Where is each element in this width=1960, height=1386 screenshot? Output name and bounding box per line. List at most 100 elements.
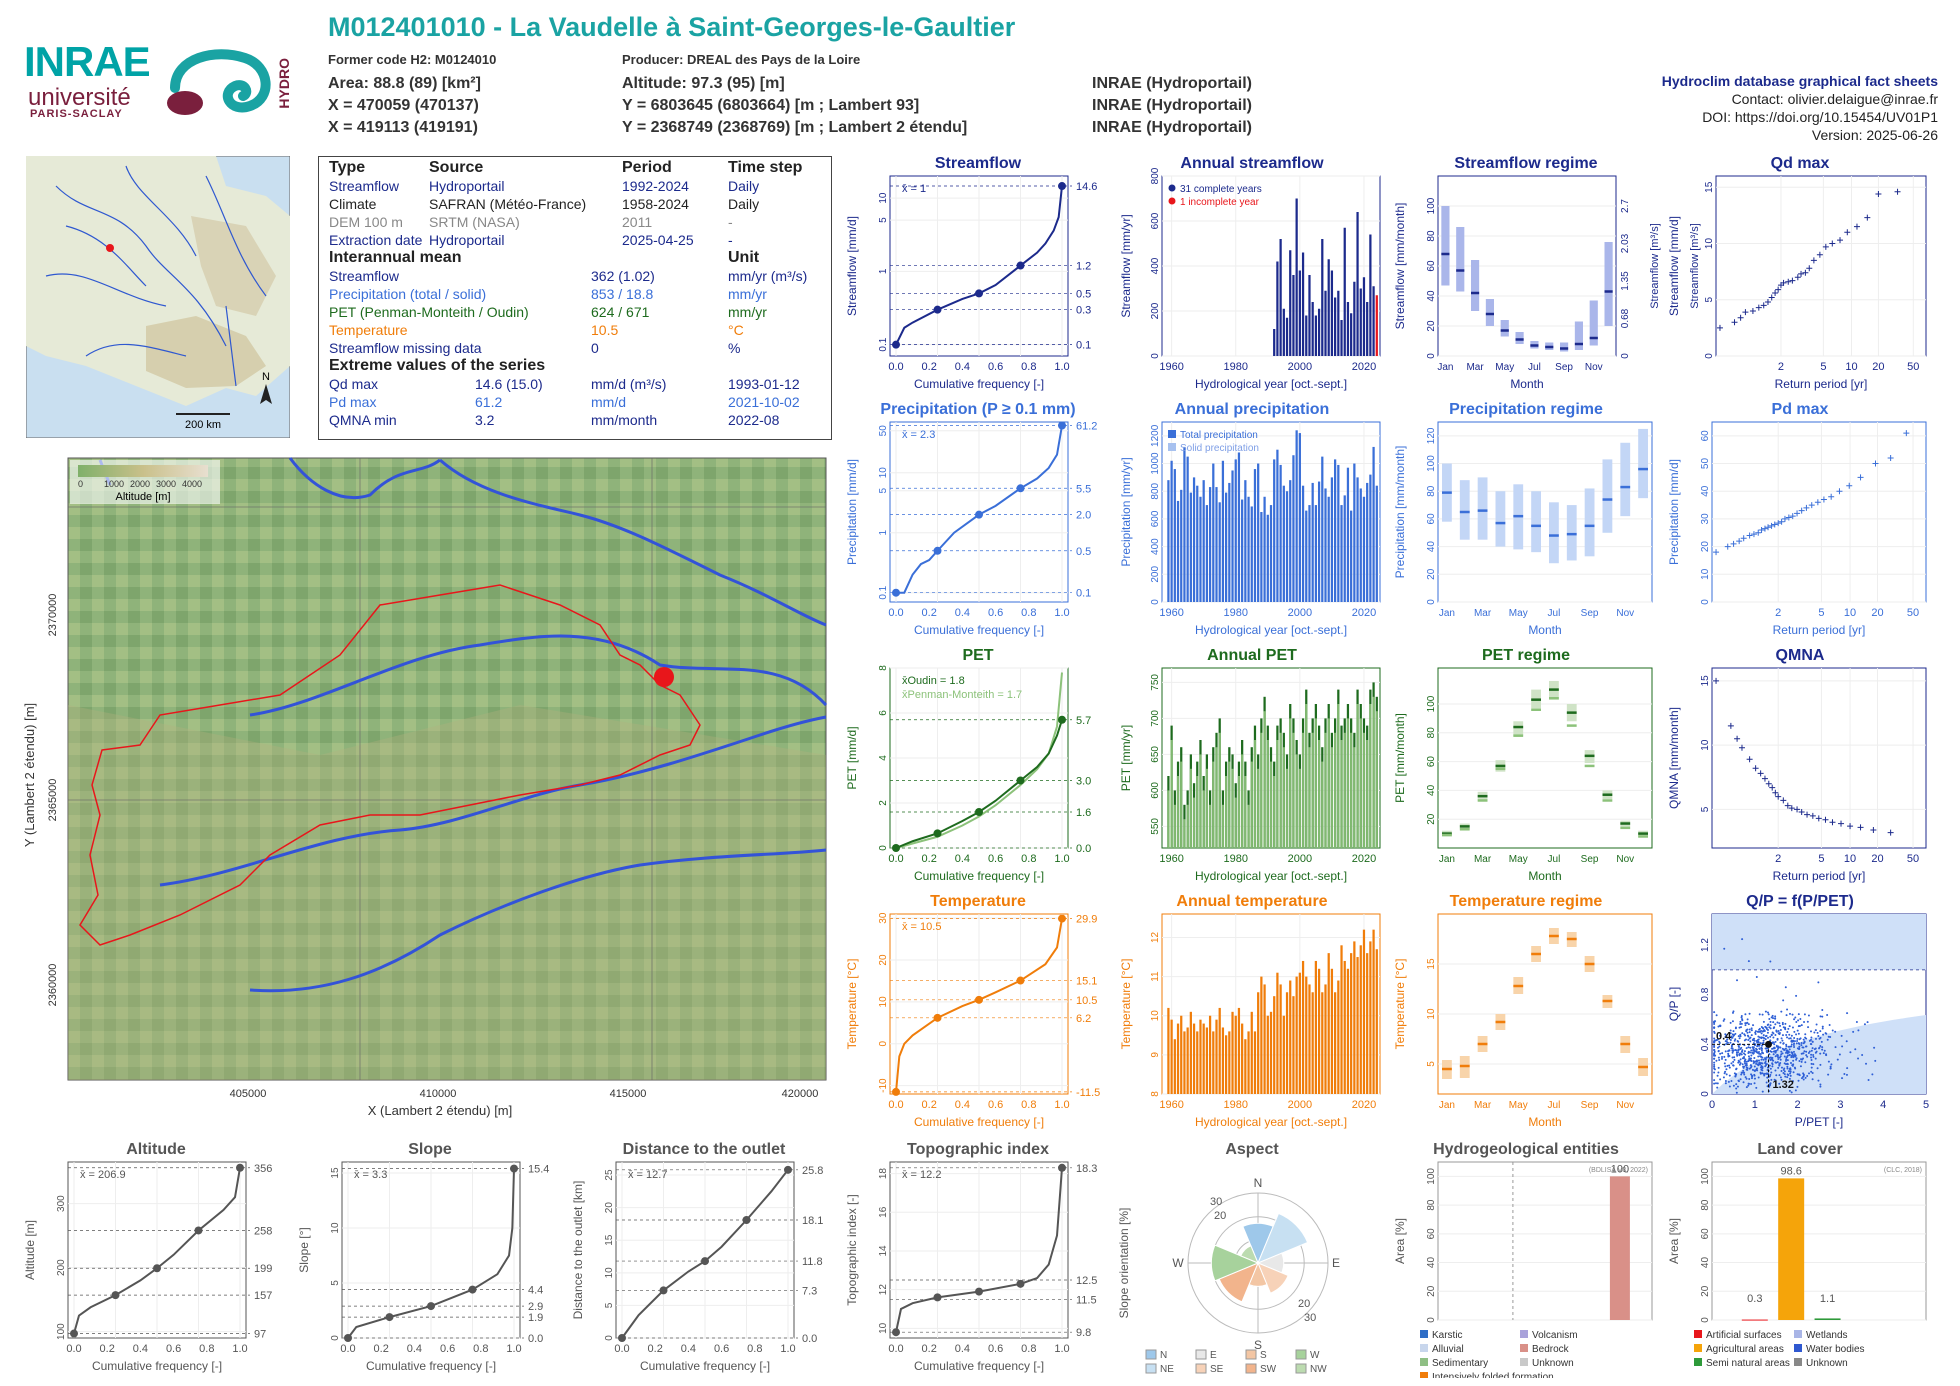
box: [1604, 242, 1613, 326]
source-label: (BDLISA V3, 2022): [1589, 1167, 1648, 1174]
bar: [1333, 297, 1337, 356]
y-tick-label: 12: [878, 1284, 889, 1296]
chart-title: QMNA: [1776, 647, 1825, 664]
scatter-dot: [1725, 1043, 1728, 1046]
scatter-dot: [1727, 1080, 1730, 1083]
x-tick-label: Jul: [1528, 362, 1541, 373]
cell: Hydroportail: [429, 232, 505, 248]
scatter-dot: [1776, 1021, 1779, 1024]
scatter-dot: [1789, 1068, 1792, 1071]
bar-2: [1295, 754, 1298, 848]
scatter-dot: [1774, 1015, 1777, 1018]
scatter-dot: [1778, 1082, 1781, 1085]
x-tick-label: 2000: [1288, 1099, 1312, 1111]
y-tick-label: 0: [604, 1335, 615, 1341]
x-tick-label: 0.0: [888, 1343, 903, 1355]
data-point: [1828, 493, 1835, 500]
bar-2: [1228, 761, 1231, 848]
bar: [1741, 1319, 1768, 1321]
legend-label: Artificial surfaces: [1706, 1330, 1782, 1341]
scatter-dot: [1803, 1040, 1806, 1043]
bar: [1228, 482, 1231, 602]
doi[interactable]: DOI: https://doi.org/10.15454/UV01P1: [1702, 109, 1938, 125]
scatter-dot: [1765, 1063, 1768, 1066]
data-point: [1803, 504, 1810, 511]
bar: [1369, 234, 1372, 356]
scatter-dot: [1717, 1071, 1720, 1074]
cell: SAFRAN (Météo-France): [429, 196, 587, 212]
h-period: Period: [622, 159, 672, 176]
cell: 853 / 18.8: [591, 286, 654, 302]
scatter-dot: [1715, 1059, 1718, 1062]
bar: [1350, 510, 1353, 602]
y-tick-label: -10: [878, 1078, 889, 1093]
scatter-dot: [1747, 1084, 1750, 1087]
data-point: [1789, 513, 1796, 520]
scatter-dot: [1732, 1084, 1735, 1087]
contact[interactable]: Contact: olivier.delaigue@inrae.fr: [1731, 91, 1938, 107]
cell: Climate: [329, 196, 377, 212]
y-tick-label: 30: [878, 912, 889, 924]
x-tick-label: Jul: [1548, 608, 1561, 619]
y-axis-label: Precipitation [mm/d]: [1667, 459, 1681, 565]
scatter-dot: [1783, 1067, 1786, 1070]
bar: [1196, 1031, 1199, 1094]
x-tick-label: 1.0: [1054, 1343, 1069, 1355]
scatter-dot: [1769, 1027, 1772, 1030]
y-tick-label: 10: [1704, 238, 1715, 250]
y-tick-label: 300: [56, 1195, 67, 1212]
y-tick-label: 0: [330, 1335, 341, 1341]
scatter-dot: [1804, 1076, 1807, 1079]
bar-2: [1237, 776, 1241, 848]
scatter-dot: [1721, 1052, 1724, 1055]
y-tick-label: 5: [1704, 297, 1715, 303]
chart-title: Q/P = f(P/PET): [1746, 893, 1854, 910]
y-tick-label: 10: [604, 1267, 615, 1279]
bar: [1250, 506, 1253, 602]
cell: Pd max: [329, 394, 377, 410]
legend-label: SW: [1260, 1364, 1277, 1375]
y-axis-label: PET [mm/yr]: [1119, 725, 1133, 791]
y-tick-label: 0.4: [1700, 1037, 1711, 1051]
bar: [1173, 1039, 1176, 1094]
scatter-dot: [1826, 1038, 1829, 1041]
bar: [1321, 456, 1324, 602]
logo-hydro: HYDRO: [276, 58, 292, 109]
bar-2: [1253, 740, 1257, 848]
x-tick-label: 1.0: [1054, 361, 1069, 373]
scatter-dot: [1816, 1067, 1819, 1070]
bar-2: [1346, 718, 1350, 848]
mean-label: x̄Oudin = 1.8: [902, 675, 965, 687]
scatter-dot: [1713, 1044, 1716, 1047]
scatter-dot: [1786, 1036, 1789, 1039]
legend-marker: [1520, 1358, 1528, 1366]
x-tick-label: 20: [1871, 853, 1883, 865]
cell: 61.2: [475, 394, 503, 410]
outlet-point[interactable]: [654, 667, 674, 687]
data-point: [1758, 527, 1765, 533]
mean-pet: PET (Penman-Monteith / Oudin) 624 / 671 …: [329, 303, 829, 321]
scatter-dot: [1849, 1051, 1852, 1054]
box: [1500, 320, 1509, 337]
bar-2: [1285, 768, 1289, 848]
quantile-point: [1058, 1163, 1066, 1172]
y-tick-label: 60: [1426, 260, 1437, 272]
y-tick-label: 400: [1150, 257, 1161, 274]
bar-2: [1199, 754, 1202, 848]
scatter-dot: [1748, 1012, 1751, 1015]
scatter-dot: [1749, 1046, 1752, 1049]
data-point: [1857, 824, 1864, 831]
bar: [1353, 463, 1356, 602]
bar: [1340, 945, 1343, 1094]
ext-qmna: QMNA min 3.2 mm/month 2022-08: [329, 411, 829, 429]
scatter-dot: [1788, 1012, 1791, 1015]
scatter-dot: [1781, 1039, 1784, 1042]
bar: [1321, 239, 1324, 356]
scatter-dot: [1866, 1021, 1869, 1024]
right-tick-label: 4.4: [528, 1285, 543, 1297]
scatter-dot: [1786, 1054, 1789, 1057]
scatter-dot: [1808, 1050, 1811, 1053]
scatter-dot: [1724, 1065, 1727, 1068]
